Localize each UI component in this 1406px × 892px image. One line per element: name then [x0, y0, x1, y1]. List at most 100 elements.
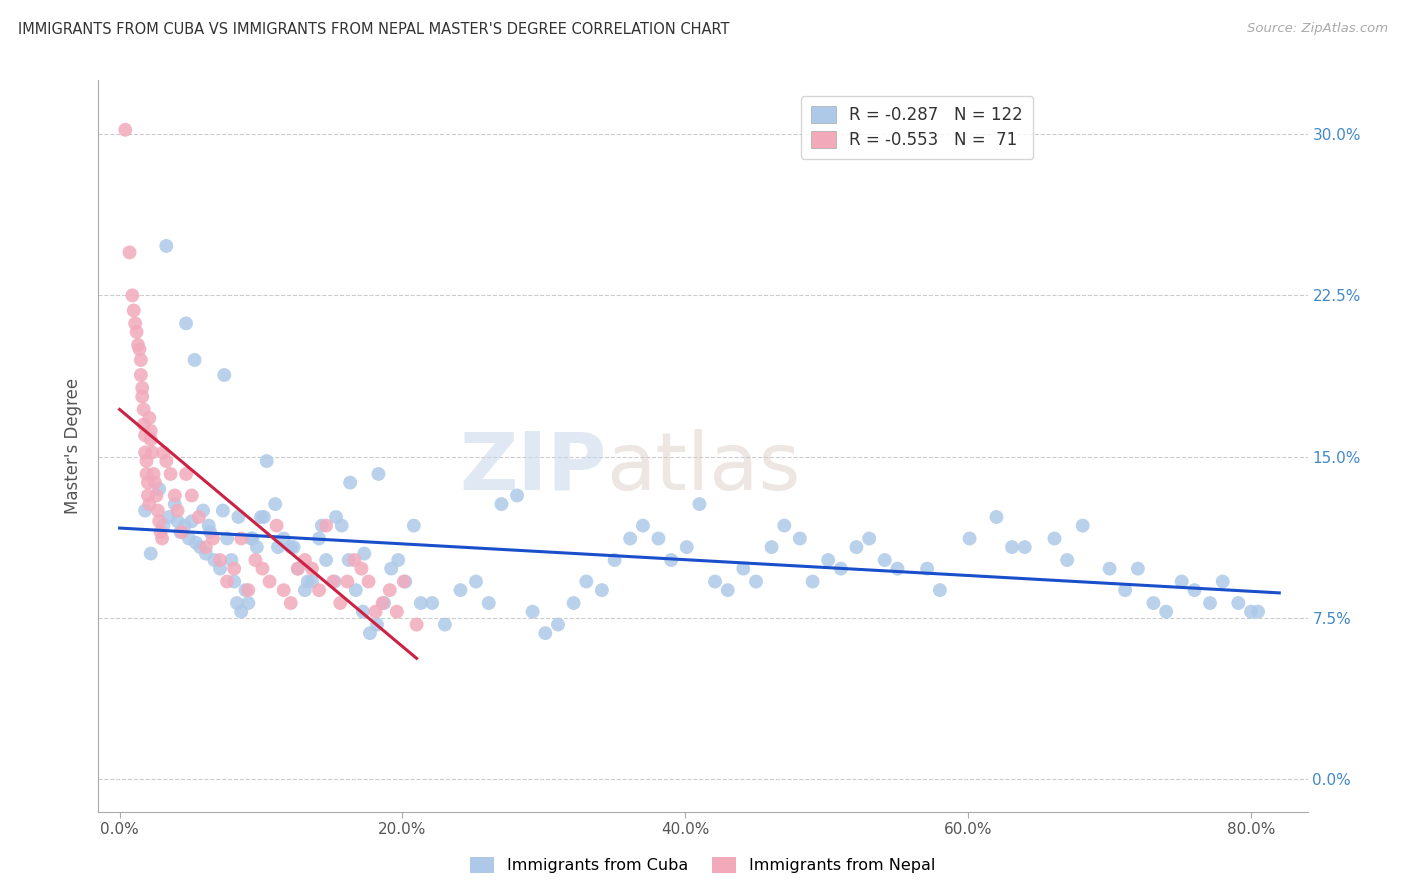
Point — [132, 417, 155, 432]
Point — [122, 303, 145, 318]
Point — [217, 532, 239, 546]
Point — [745, 574, 768, 589]
Point — [166, 503, 188, 517]
Point — [266, 518, 288, 533]
Point — [367, 467, 389, 481]
Point — [118, 245, 141, 260]
Point — [238, 596, 260, 610]
Point — [619, 532, 641, 546]
Point — [491, 497, 513, 511]
Point — [209, 553, 232, 567]
Point — [135, 454, 157, 468]
Point — [221, 553, 243, 567]
Point — [603, 553, 626, 567]
Point — [131, 381, 153, 395]
Point — [534, 626, 557, 640]
Point — [322, 574, 344, 589]
Point — [1114, 583, 1136, 598]
Point — [121, 288, 143, 302]
Point — [214, 368, 236, 382]
Point — [1001, 540, 1024, 554]
Text: ZIP: ZIP — [458, 429, 606, 507]
Point — [323, 574, 346, 589]
Point — [141, 445, 163, 459]
Point — [139, 433, 162, 447]
Point — [128, 342, 150, 356]
Point — [631, 518, 654, 533]
Point — [148, 482, 170, 496]
Point — [256, 454, 278, 468]
Point — [132, 402, 155, 417]
Point — [385, 605, 408, 619]
Point — [148, 514, 170, 528]
Point — [371, 596, 394, 610]
Point — [506, 488, 529, 502]
Point — [173, 518, 195, 533]
Point — [325, 510, 347, 524]
Point — [409, 596, 432, 610]
Point — [1199, 596, 1222, 610]
Point — [761, 540, 783, 554]
Point — [212, 503, 235, 517]
Point — [366, 617, 388, 632]
Point — [1227, 596, 1250, 610]
Point — [357, 574, 380, 589]
Point — [845, 540, 868, 554]
Point — [858, 532, 880, 546]
Point — [733, 561, 755, 575]
Point — [138, 497, 160, 511]
Point — [127, 338, 149, 352]
Point — [1212, 574, 1234, 589]
Point — [301, 561, 323, 575]
Point — [155, 454, 177, 468]
Point — [180, 488, 202, 502]
Point — [688, 497, 710, 511]
Text: IMMIGRANTS FROM CUBA VS IMMIGRANTS FROM NEPAL MASTER'S DEGREE CORRELATION CHART: IMMIGRANTS FROM CUBA VS IMMIGRANTS FROM … — [18, 22, 730, 37]
Point — [717, 583, 740, 598]
Point — [1098, 561, 1121, 575]
Point — [336, 574, 359, 589]
Point — [180, 514, 202, 528]
Point — [152, 518, 174, 533]
Point — [394, 574, 416, 589]
Point — [224, 574, 246, 589]
Point — [352, 605, 374, 619]
Point — [353, 547, 375, 561]
Point — [143, 475, 166, 490]
Point — [1184, 583, 1206, 598]
Point — [184, 536, 207, 550]
Point — [136, 488, 159, 502]
Point — [343, 553, 366, 567]
Point — [139, 424, 162, 438]
Point — [449, 583, 471, 598]
Point — [339, 475, 361, 490]
Point — [562, 596, 585, 610]
Point — [344, 583, 367, 598]
Point — [201, 532, 224, 546]
Point — [169, 524, 191, 539]
Point — [194, 547, 217, 561]
Point — [915, 561, 938, 575]
Point — [183, 353, 205, 368]
Point — [1170, 574, 1192, 589]
Point — [591, 583, 613, 598]
Point — [1043, 532, 1066, 546]
Point — [928, 583, 950, 598]
Point — [267, 540, 290, 554]
Point — [217, 574, 239, 589]
Point — [273, 583, 295, 598]
Point — [138, 411, 160, 425]
Point — [337, 553, 360, 567]
Point — [145, 488, 167, 502]
Point — [209, 561, 232, 575]
Point — [647, 532, 669, 546]
Point — [170, 524, 193, 539]
Point — [114, 122, 136, 136]
Point — [330, 518, 353, 533]
Point — [283, 540, 305, 554]
Point — [187, 510, 209, 524]
Point — [1056, 553, 1078, 567]
Point — [1240, 605, 1263, 619]
Point — [575, 574, 598, 589]
Point — [294, 553, 316, 567]
